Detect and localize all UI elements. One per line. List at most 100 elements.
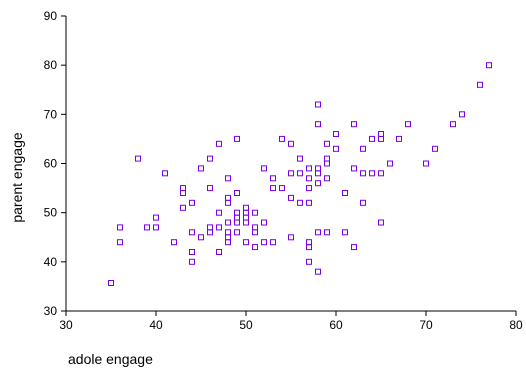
- data-point: [135, 155, 141, 162]
- y-tick-label: 60: [44, 157, 58, 171]
- x-tick-label: 70: [419, 318, 433, 332]
- data-point: [234, 209, 240, 216]
- data-point: [324, 155, 330, 162]
- data-point: [324, 160, 330, 167]
- data-point: [234, 214, 240, 221]
- data-point: [423, 160, 429, 167]
- data-point: [342, 229, 348, 236]
- data-point: [360, 170, 366, 177]
- data-point: [189, 229, 195, 236]
- data-point: [333, 145, 339, 152]
- data-point: [450, 121, 456, 128]
- x-tick-label: 80: [509, 318, 523, 332]
- data-point: [225, 194, 231, 201]
- data-point: [477, 81, 483, 88]
- data-point: [207, 229, 213, 236]
- data-point: [243, 209, 249, 216]
- data-point: [306, 239, 312, 246]
- data-point: [189, 258, 195, 265]
- x-tick-label: 50: [239, 318, 253, 332]
- data-point: [234, 229, 240, 236]
- data-point: [387, 160, 393, 167]
- data-point: [243, 219, 249, 226]
- data-point: [369, 135, 375, 142]
- data-point: [252, 224, 258, 231]
- data-point: [225, 199, 231, 206]
- data-point: [315, 101, 321, 108]
- data-point: [261, 239, 267, 246]
- data-point: [378, 131, 384, 137]
- data-point: [234, 219, 240, 226]
- data-point: [306, 185, 312, 192]
- data-point: [324, 140, 330, 147]
- data-point: [225, 219, 231, 226]
- data-point: [342, 190, 348, 196]
- data-point: [279, 185, 285, 192]
- data-point: [117, 224, 123, 231]
- data-point: [162, 170, 168, 177]
- data-point: [324, 175, 330, 182]
- data-point: [207, 155, 213, 162]
- data-point: [252, 209, 258, 216]
- data-point: [297, 170, 303, 177]
- data-point: [306, 258, 312, 265]
- data-point: [216, 249, 222, 255]
- data-point: [234, 190, 240, 196]
- y-tick-label: 40: [44, 255, 58, 269]
- data-point: [189, 249, 195, 255]
- data-point: [153, 214, 159, 221]
- data-point: [225, 239, 231, 246]
- y-axis-title: parent engage: [9, 132, 25, 223]
- data-point: [288, 234, 294, 241]
- y-axis-ticks: 30 40 50 60 70 80 90: [44, 9, 66, 318]
- data-point: [315, 170, 321, 177]
- data-point: [306, 244, 312, 251]
- data-point: [225, 229, 231, 236]
- data-point: [288, 140, 294, 147]
- data-point: [288, 170, 294, 177]
- data-point: [369, 170, 375, 177]
- y-tick-label: 80: [44, 58, 58, 72]
- data-point: [378, 170, 384, 177]
- data-point: [297, 199, 303, 206]
- data-point: [108, 280, 114, 286]
- data-point: [459, 111, 465, 118]
- data-point: [207, 185, 213, 192]
- data-point: [225, 234, 231, 241]
- data-point: [270, 175, 276, 182]
- data-point: [198, 234, 204, 241]
- data-point: [216, 224, 222, 231]
- data-point: [378, 135, 384, 142]
- data-point: [207, 224, 213, 231]
- data-point: [180, 204, 186, 211]
- data-point: [189, 199, 195, 206]
- data-point: [234, 135, 240, 142]
- data-point: [315, 229, 321, 236]
- y-tick-label: 50: [44, 206, 58, 220]
- data-point: [243, 239, 249, 246]
- data-point: [315, 121, 321, 128]
- x-axis-title: adole engage: [68, 351, 153, 367]
- data-point: [405, 121, 411, 128]
- data-point: [378, 219, 384, 226]
- data-point: [351, 121, 357, 128]
- data-point: [315, 165, 321, 172]
- data-point: [144, 224, 150, 231]
- data-point: [333, 131, 339, 137]
- data-point: [180, 185, 186, 192]
- data-point: [252, 229, 258, 236]
- data-point: [225, 175, 231, 182]
- data-point: [270, 239, 276, 246]
- data-point: [216, 209, 222, 216]
- data-point: [486, 62, 492, 69]
- data-point: [117, 239, 123, 246]
- data-point: [288, 194, 294, 201]
- y-tick-label: 30: [44, 304, 58, 318]
- data-point: [261, 165, 267, 172]
- data-point: [351, 244, 357, 251]
- data-point: [351, 165, 357, 172]
- data-points: [108, 62, 492, 286]
- data-point: [315, 180, 321, 187]
- data-point: [252, 244, 258, 251]
